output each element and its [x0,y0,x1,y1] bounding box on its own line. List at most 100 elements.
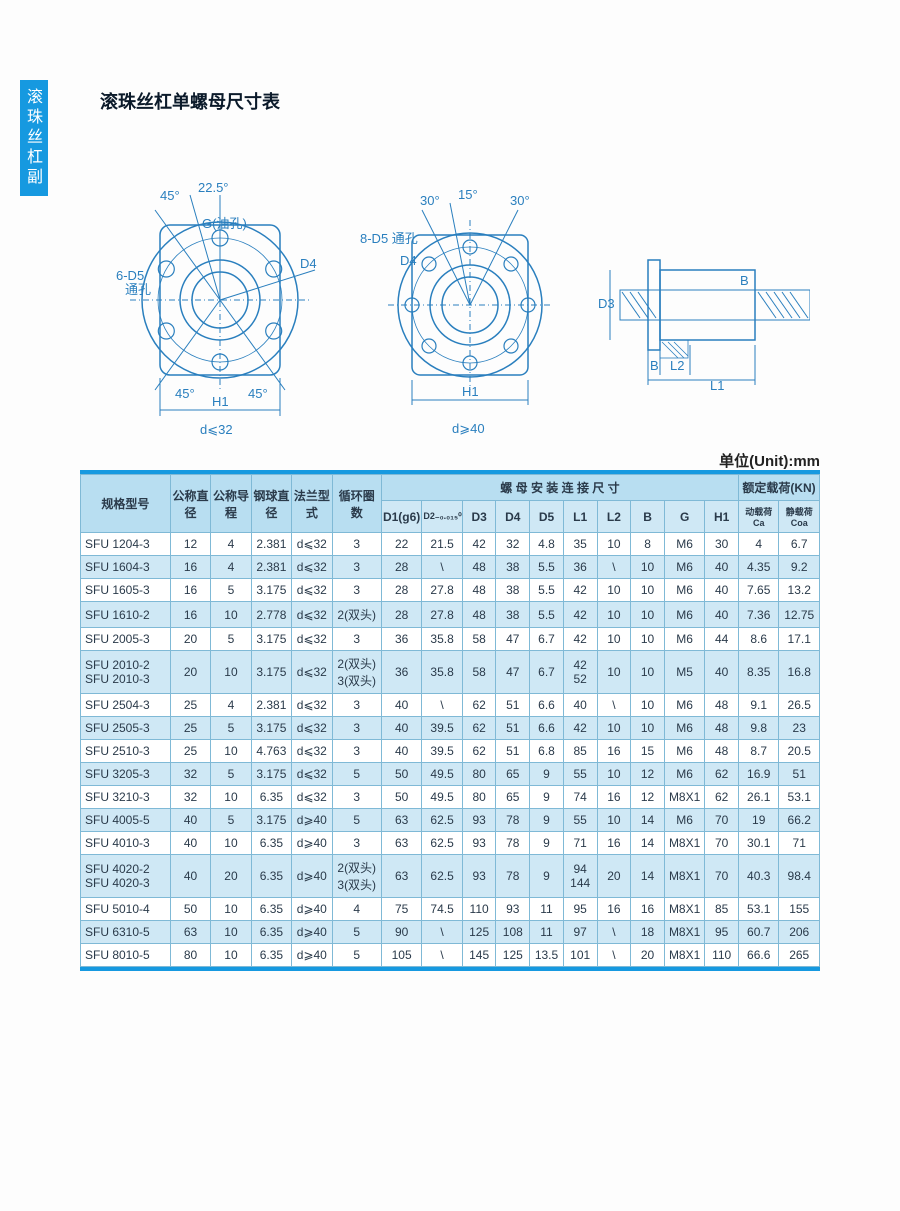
cell-model: SFU 1605-3 [81,579,171,602]
cell-value: 48 [462,556,496,579]
cell-value: 10 [597,809,631,832]
cell-value: 4 [332,898,381,921]
cell-value: 8 [631,533,665,556]
cell-model: SFU 4005-5 [81,809,171,832]
cell-value: M8X1 [664,832,704,855]
svg-text:15°: 15° [458,187,478,202]
cell-value: 9 [530,786,564,809]
cell-value: 20 [597,855,631,898]
cell-value: 4.8 [530,533,564,556]
cell-value: 66.6 [739,944,779,967]
table-row: SFU 4005-54053.175d⩾4056362.593789551014… [81,809,820,832]
cell-value: 5.5 [530,602,564,628]
cell-value: 10 [631,602,665,628]
cell-value: 50 [381,763,421,786]
svg-text:8-D5 通孔: 8-D5 通孔 [360,231,418,246]
cell-value: 65 [496,786,530,809]
cell-value: 25 [170,717,210,740]
cell-value: 25 [170,740,210,763]
table-row: SFU 1204-31242.381d⩽3232221.542324.83510… [81,533,820,556]
cell-value: 71 [779,832,820,855]
side-category-tab: 滚珠丝杠副 [20,80,48,196]
cell-value: 38 [496,602,530,628]
cell-value: 3.175 [251,717,291,740]
cell-value: 80 [462,763,496,786]
cell-value: 97 [563,921,597,944]
cell-value: 14 [631,832,665,855]
cell-value: 95 [563,898,597,921]
cell-value: 2(双头)3(双头) [332,855,381,898]
svg-text:45°: 45° [175,386,195,401]
cell-value: M8X1 [664,944,704,967]
table-row: SFU 2510-325104.763d⩽3234039.562516.8851… [81,740,820,763]
cell-value: 60.7 [739,921,779,944]
svg-text:G(油孔): G(油孔) [202,216,247,231]
cell-value: 10 [597,533,631,556]
cell-value: 94144 [563,855,597,898]
cell-value: \ [597,556,631,579]
cell-value: 16 [597,740,631,763]
cell-value: 62.5 [422,809,462,832]
cell-value: 10 [597,651,631,694]
cell-value: 55 [563,763,597,786]
table-row: SFU 5010-450106.35d⩾4047574.511093119516… [81,898,820,921]
cell-value: 78 [496,809,530,832]
cell-value: 10 [597,579,631,602]
cell-value: 5 [211,809,251,832]
cell-value: 10 [211,786,251,809]
cell-value: \ [422,556,462,579]
cell-value: M8X1 [664,786,704,809]
cell-value: 14 [631,855,665,898]
hdr-coa: 静载荷Coa [779,501,820,533]
cell-value: M8X1 [664,855,704,898]
cell-value: 20 [170,651,210,694]
cell-value: 55 [563,809,597,832]
hdr-g: G [664,501,704,533]
cell-model: SFU 1604-3 [81,556,171,579]
cell-value: 38 [496,556,530,579]
cell-model: SFU 3210-3 [81,786,171,809]
cell-value: d⩽32 [292,579,332,602]
cell-value: 25 [170,694,210,717]
hdr-nom-dia: 公称直径 [170,475,210,533]
svg-text:22.5°: 22.5° [198,180,229,195]
cell-value: 265 [779,944,820,967]
cell-value: 6.8 [530,740,564,763]
cell-value: 5 [211,763,251,786]
cell-value: 6.35 [251,855,291,898]
table-row: SFU 4010-340106.35d⩾4036362.593789711614… [81,832,820,855]
cell-value: 20 [170,628,210,651]
page-title: 滚珠丝杠单螺母尺寸表 [100,88,280,114]
cell-value: 21.5 [422,533,462,556]
cell-value: 13.2 [779,579,820,602]
hdr-h1: H1 [705,501,739,533]
cell-value: 42 [563,717,597,740]
cell-value: 42 [563,628,597,651]
svg-text:D4: D4 [300,256,317,271]
cell-value: 155 [779,898,820,921]
cell-value: 8.7 [739,740,779,763]
hdr-d4: D4 [496,501,530,533]
cell-model: SFU 2504-3 [81,694,171,717]
cell-value: 12 [170,533,210,556]
svg-text:B: B [650,358,659,373]
table-row: SFU 6310-563106.35d⩾40590\1251081197\18M… [81,921,820,944]
cell-value: 20 [631,944,665,967]
cell-value: 11 [530,921,564,944]
cell-value: 10 [211,898,251,921]
cell-model: SFU 6310-5 [81,921,171,944]
table-bottom-bar [80,967,820,971]
cell-value: 4.763 [251,740,291,763]
cell-value: 3 [332,694,381,717]
cell-value: 5.5 [530,579,564,602]
cell-value: 10 [211,832,251,855]
table-row: SFU 8010-580106.35d⩾405105\14512513.5101… [81,944,820,967]
cell-value: M6 [664,809,704,832]
cell-value: 3.175 [251,809,291,832]
cell-value: 75 [381,898,421,921]
cell-value: 16.9 [739,763,779,786]
cell-model: SFU 2505-3 [81,717,171,740]
cell-value: \ [597,944,631,967]
cell-value: 78 [496,832,530,855]
cell-value: M6 [664,579,704,602]
